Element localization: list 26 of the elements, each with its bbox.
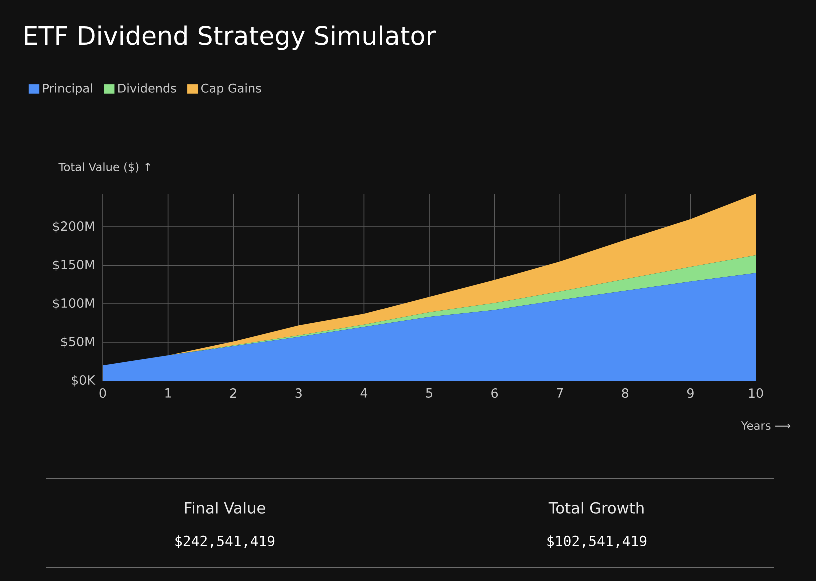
chart-title: ETF Dividend Strategy Simulator <box>25 26 436 50</box>
y-tick-label: $50M <box>61 336 94 348</box>
x-tick-label: 8 <box>622 388 629 398</box>
y-axis-title: Total Value ($) ↑ <box>58 162 150 173</box>
y-tick-label: $200M <box>53 221 94 233</box>
x-tick-label: 9 <box>687 388 694 398</box>
x-tick-label: 6 <box>492 388 498 398</box>
x-tick-label: 4 <box>360 388 368 398</box>
y-tick-label: $100M <box>53 298 94 310</box>
text: $102,541,419 <box>548 536 647 548</box>
x-tick-label: 2 <box>230 388 236 398</box>
y-tick-label: $0K <box>72 375 96 387</box>
x-tick-label: 5 <box>426 388 432 398</box>
text: Final Value <box>185 502 266 514</box>
x-tick-label: 3 <box>296 388 302 398</box>
x-tick-label: 10 <box>749 388 764 398</box>
x-tick-label: 0 <box>100 388 106 398</box>
legend-label: Dividends <box>118 84 176 93</box>
x-tick-label: 1 <box>166 388 172 398</box>
x-axis-title: Years ⟶ <box>741 422 791 430</box>
y-tick-label: $150M <box>53 260 94 272</box>
legend-label: Principal <box>43 84 92 96</box>
legend-label: Cap Gains <box>202 84 262 96</box>
text: Total Growth <box>548 502 644 514</box>
x-tick-label: 7 <box>557 388 564 398</box>
text: $242,541,419 <box>176 536 275 548</box>
